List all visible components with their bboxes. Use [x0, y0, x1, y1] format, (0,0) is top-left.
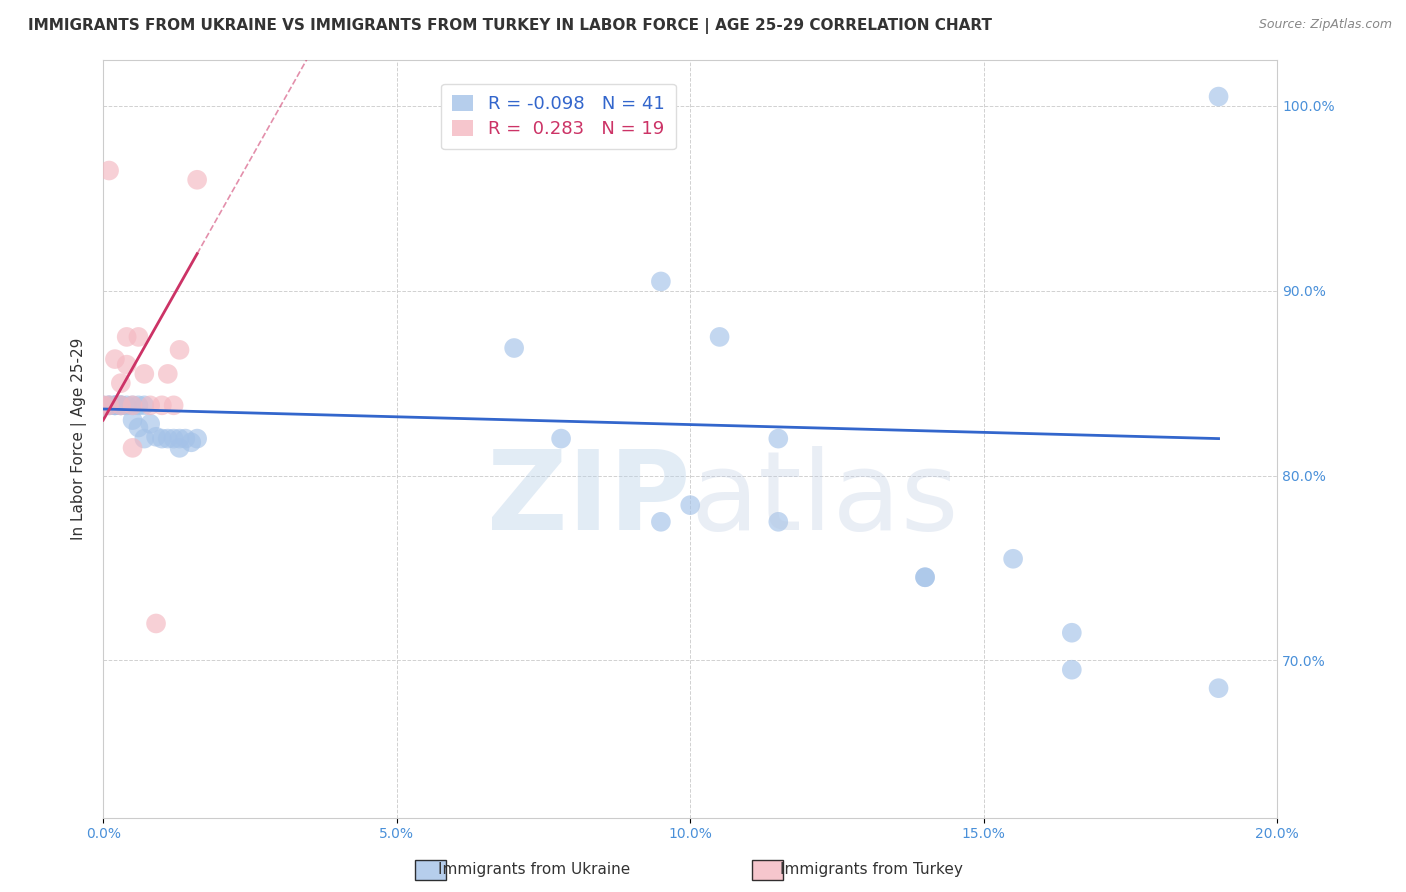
Point [91, 398, 114, 412]
Point [180, 435, 202, 450]
Point [174, 432, 197, 446]
Point [914, 570, 936, 584]
Point [104, 398, 127, 412]
Point [650, 515, 672, 529]
Point [768, 432, 790, 446]
Point [127, 330, 149, 344]
Point [503, 341, 526, 355]
Point [110, 398, 132, 412]
Point [145, 616, 167, 631]
Point [139, 417, 162, 431]
Point [98, 398, 121, 412]
Point [163, 398, 186, 412]
Point [98, 398, 121, 412]
Point [768, 515, 790, 529]
Point [115, 398, 138, 412]
Point [98, 398, 121, 412]
Point [121, 398, 143, 412]
Point [115, 358, 138, 372]
Text: atlas: atlas [690, 446, 959, 553]
Point [139, 398, 162, 412]
Text: Source: ZipAtlas.com: Source: ZipAtlas.com [1258, 18, 1392, 31]
Point [150, 432, 173, 446]
Point [156, 432, 179, 446]
Point [150, 398, 173, 412]
Point [110, 398, 132, 412]
Point [186, 432, 208, 446]
Point [104, 352, 127, 367]
Point [650, 275, 672, 289]
Point [169, 343, 191, 357]
Point [1060, 663, 1083, 677]
Point [104, 398, 127, 412]
Text: Immigrants from Turkey: Immigrants from Turkey [780, 863, 963, 877]
Point [134, 432, 156, 446]
Point [110, 398, 132, 412]
Text: IMMIGRANTS FROM UKRAINE VS IMMIGRANTS FROM TURKEY IN LABOR FORCE | AGE 25-29 COR: IMMIGRANTS FROM UKRAINE VS IMMIGRANTS FR… [28, 18, 993, 34]
Point [110, 398, 132, 412]
Y-axis label: In Labor Force | Age 25-29: In Labor Force | Age 25-29 [72, 337, 87, 540]
Point [156, 367, 179, 381]
Point [127, 398, 149, 412]
Point [914, 570, 936, 584]
Point [121, 441, 143, 455]
Point [145, 430, 167, 444]
Point [134, 367, 156, 381]
Point [163, 432, 186, 446]
Point [709, 330, 731, 344]
Point [169, 441, 191, 455]
Text: Immigrants from Ukraine: Immigrants from Ukraine [439, 863, 630, 877]
Point [121, 413, 143, 427]
Point [127, 420, 149, 434]
Point [98, 163, 121, 178]
Point [1208, 89, 1230, 103]
Point [1060, 625, 1083, 640]
Point [679, 498, 702, 512]
Point [110, 376, 132, 391]
Legend: R = -0.098   N = 41, R =  0.283   N = 19: R = -0.098 N = 41, R = 0.283 N = 19 [441, 84, 675, 149]
Point [115, 330, 138, 344]
Point [1208, 681, 1230, 696]
Point [550, 432, 572, 446]
Point [91, 398, 114, 412]
Point [134, 398, 156, 412]
Point [169, 432, 191, 446]
Point [121, 398, 143, 412]
Point [104, 398, 127, 412]
Point [186, 173, 208, 187]
Point [1002, 551, 1025, 566]
Text: ZIP: ZIP [486, 446, 690, 553]
